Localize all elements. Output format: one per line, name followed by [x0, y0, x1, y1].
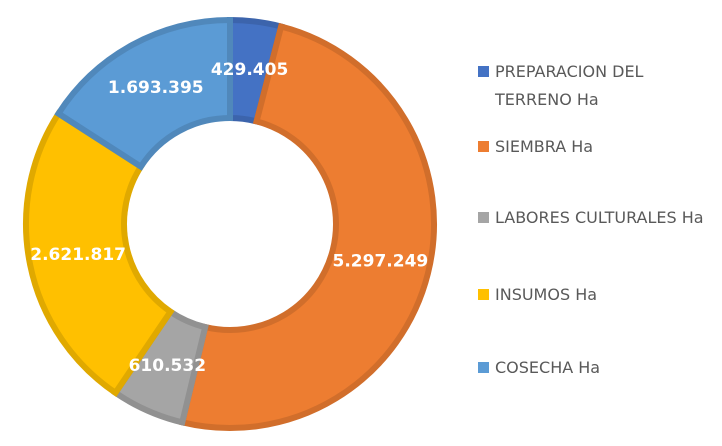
legend-swatch — [478, 141, 489, 152]
legend-item: PREPARACION DEL TERRENO Ha — [478, 58, 718, 114]
donut-slice — [23, 109, 175, 397]
value-label: 2.621.817 — [30, 245, 126, 265]
legend-item: INSUMOS Ha — [478, 281, 718, 309]
legend-label: COSECHA Ha — [495, 358, 601, 377]
legend-swatch — [478, 362, 489, 373]
donut-slice — [54, 16, 233, 171]
donut-slice — [178, 22, 438, 432]
legend-item: SIEMBRA Ha — [478, 133, 718, 161]
value-label: 5.297.249 — [333, 252, 429, 272]
value-label: 1.693.395 — [108, 78, 204, 98]
legend-label: SIEMBRA Ha — [495, 137, 594, 156]
legend-swatch — [478, 66, 489, 77]
legend-swatch — [478, 212, 489, 223]
legend-item: LABORES CULTURALES Ha — [478, 204, 718, 232]
legend-swatch — [478, 289, 489, 300]
legend-label: LABORES CULTURALES Ha — [495, 208, 704, 227]
legend-label: INSUMOS Ha — [495, 285, 598, 304]
legend-item: COSECHA Ha — [478, 354, 718, 382]
legend-label: PREPARACION DEL TERRENO Ha — [495, 62, 644, 109]
value-label: 429.405 — [211, 60, 288, 80]
value-label: 610.532 — [129, 356, 206, 376]
